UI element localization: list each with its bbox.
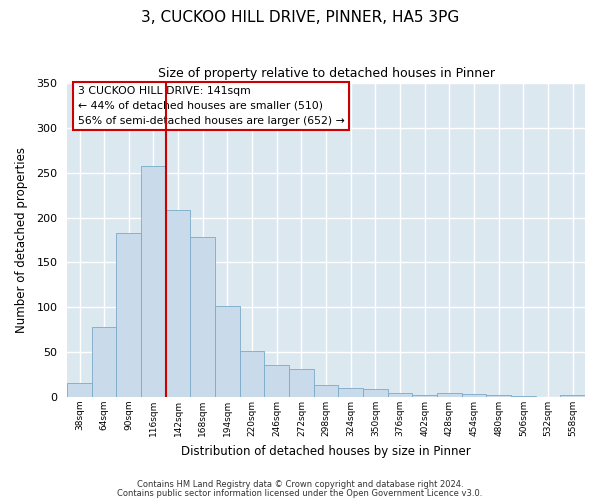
Bar bbox=[265, 364, 289, 397]
Bar bbox=[240, 352, 265, 397]
Bar bbox=[314, 386, 338, 397]
Bar bbox=[363, 389, 388, 397]
Bar bbox=[338, 388, 363, 397]
Text: Contains HM Land Registry data © Crown copyright and database right 2024.: Contains HM Land Registry data © Crown c… bbox=[137, 480, 463, 489]
Title: Size of property relative to detached houses in Pinner: Size of property relative to detached ho… bbox=[158, 68, 494, 80]
X-axis label: Distribution of detached houses by size in Pinner: Distribution of detached houses by size … bbox=[181, 444, 471, 458]
Bar bbox=[141, 166, 166, 397]
Bar bbox=[215, 306, 240, 397]
Text: 3, CUCKOO HILL DRIVE, PINNER, HA5 3PG: 3, CUCKOO HILL DRIVE, PINNER, HA5 3PG bbox=[141, 10, 459, 25]
Bar bbox=[462, 394, 487, 397]
Text: Contains public sector information licensed under the Open Government Licence v3: Contains public sector information licen… bbox=[118, 488, 482, 498]
Bar bbox=[166, 210, 190, 397]
Bar bbox=[388, 394, 412, 397]
Bar bbox=[92, 327, 116, 397]
Text: 3 CUCKOO HILL DRIVE: 141sqm
← 44% of detached houses are smaller (510)
56% of se: 3 CUCKOO HILL DRIVE: 141sqm ← 44% of det… bbox=[77, 86, 344, 126]
Bar bbox=[116, 233, 141, 397]
Bar bbox=[289, 369, 314, 397]
Bar bbox=[190, 238, 215, 397]
Bar bbox=[67, 382, 92, 397]
Bar bbox=[487, 395, 511, 397]
Y-axis label: Number of detached properties: Number of detached properties bbox=[15, 147, 28, 333]
Bar bbox=[412, 395, 437, 397]
Bar bbox=[560, 395, 585, 397]
Bar bbox=[511, 396, 536, 397]
Bar bbox=[437, 394, 462, 397]
